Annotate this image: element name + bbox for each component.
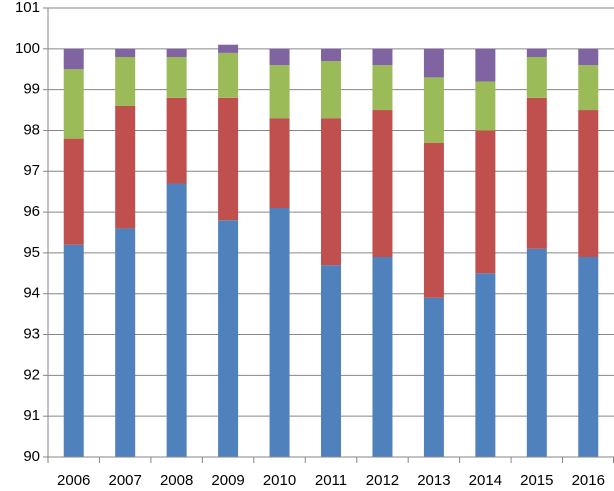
x-tick-label: 2008 — [160, 472, 193, 489]
bar-segment — [578, 48, 599, 66]
bar-segment — [218, 44, 239, 53]
bar-segment — [475, 48, 496, 82]
x-tick-label: 2009 — [211, 472, 244, 489]
bar-segment — [166, 97, 187, 184]
bar-segment — [115, 48, 136, 57]
bar-segment — [526, 48, 547, 57]
y-tick-label: 92 — [23, 366, 40, 383]
y-tick-label: 95 — [23, 244, 40, 261]
bar-segment — [526, 248, 547, 457]
y-tick-label: 97 — [23, 162, 40, 179]
bar-segment — [423, 142, 444, 298]
bar-segment — [269, 208, 290, 457]
x-tick-label: 2013 — [417, 472, 450, 489]
bar-segment — [218, 220, 239, 457]
y-tick-label: 100 — [15, 40, 40, 57]
bar-segment — [166, 56, 187, 98]
x-tick-label: 2012 — [366, 472, 399, 489]
y-tick-label: 99 — [23, 81, 40, 98]
bar-segment — [578, 65, 599, 111]
y-tick-label: 91 — [23, 407, 40, 424]
x-tick-label: 2010 — [263, 472, 296, 489]
bar-segment — [115, 105, 136, 229]
bar-segment — [269, 118, 290, 209]
bar-segment — [63, 244, 84, 457]
x-tick-label: 2016 — [572, 472, 605, 489]
y-tick-label: 101 — [15, 0, 40, 16]
bar-segment — [321, 48, 341, 62]
bar-segment — [372, 48, 393, 66]
bar-segment — [115, 228, 136, 457]
bar-segment — [63, 48, 84, 70]
bar-segment — [218, 97, 239, 221]
y-tick-label: 94 — [23, 285, 40, 302]
y-tick-label: 90 — [23, 448, 40, 465]
bar-segment — [63, 69, 84, 139]
bar-segment — [423, 297, 444, 457]
bar-segment — [218, 52, 239, 98]
bar-segment — [475, 81, 496, 131]
bar-segment — [526, 97, 547, 249]
x-tick-label: 2011 — [315, 472, 347, 489]
y-tick-label: 93 — [23, 326, 40, 343]
bar-segment — [526, 56, 547, 98]
bar-segment — [166, 48, 187, 57]
bar-segment — [372, 256, 393, 457]
bar-segment — [423, 77, 444, 143]
bar-segment — [269, 48, 290, 66]
bar-segment — [166, 183, 187, 457]
bar-segment — [578, 256, 599, 457]
bar-segment — [115, 56, 136, 106]
bar-segment — [423, 48, 444, 78]
bar-segment — [372, 110, 393, 257]
bar-segment — [372, 65, 393, 111]
bar-segment — [63, 138, 84, 245]
x-tick-label: 2006 — [57, 472, 90, 489]
x-tick-label: 2014 — [469, 472, 502, 489]
x-tick-label: 2015 — [520, 472, 553, 489]
bar-segment — [321, 265, 341, 457]
bar-segment — [578, 110, 599, 257]
bar-segment — [269, 65, 290, 119]
bar-segment — [475, 130, 496, 274]
bar-segment — [321, 118, 341, 266]
bar-segment — [475, 273, 496, 457]
bar-segment — [321, 61, 341, 119]
x-tick-label: 2007 — [108, 472, 141, 489]
y-tick-label: 98 — [23, 121, 40, 138]
y-tick-label: 96 — [23, 203, 40, 220]
